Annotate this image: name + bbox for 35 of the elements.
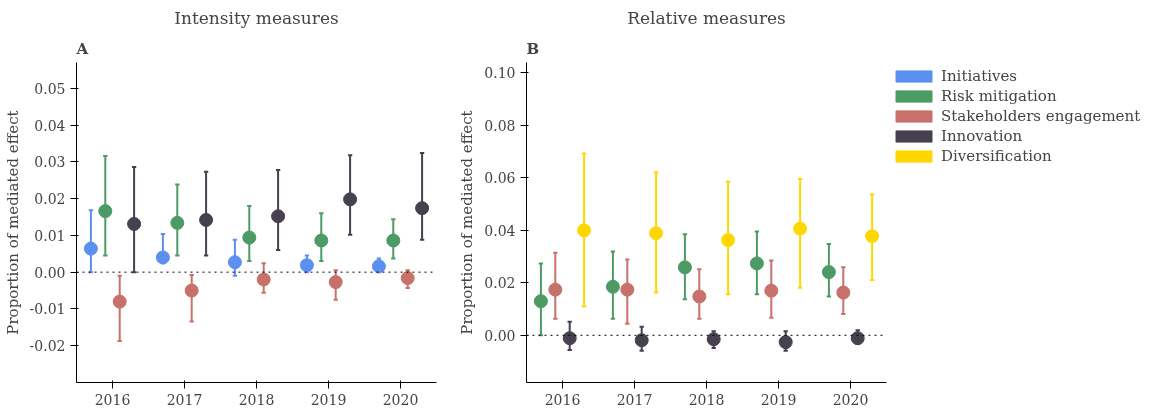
legend-label: Initiatives — [941, 67, 1018, 85]
legend-label: Risk mitigation — [941, 87, 1057, 105]
x-tick-label: 2019 — [310, 391, 347, 408]
x-tick-label: 2020 — [382, 391, 419, 408]
legend-label: Stakeholders engagement — [941, 107, 1141, 125]
x-tick-label: 2017 — [166, 391, 203, 408]
y-tick-label: 0.02 — [484, 275, 516, 292]
x-tick-label: 2019 — [760, 391, 797, 408]
y-tick-label: 0.03 — [34, 154, 66, 171]
y-tick-label: 0.08 — [484, 117, 516, 134]
chart-title: Relative measures — [627, 7, 786, 28]
x-tick-label: 2017 — [616, 391, 653, 408]
y-tick-label: 0.05 — [34, 80, 66, 97]
x-tick-label: 2018 — [688, 391, 725, 408]
y-tick-label: -0.02 — [29, 338, 66, 355]
x-tick-label: 2020 — [832, 391, 869, 408]
y-tick-label: -0.01 — [29, 301, 66, 318]
y-tick-label: 0.02 — [34, 191, 66, 208]
y-tick-label: 0.04 — [34, 117, 66, 134]
y-tick-label: 0.00 — [484, 327, 516, 344]
y-tick-label: 0.00 — [34, 264, 66, 281]
x-tick-label: 2016 — [544, 391, 581, 408]
legend-label: Innovation — [941, 127, 1023, 145]
chart-title: Intensity measures — [174, 7, 339, 28]
x-tick-label: 2018 — [238, 391, 275, 408]
text: B — [526, 39, 540, 58]
y-tick-label: 0.04 — [484, 222, 516, 239]
text: A — [75, 39, 89, 58]
x-tick-label: 2016 — [94, 391, 131, 408]
y-tick-label: 0.01 — [34, 227, 66, 244]
legend-label: Diversification — [941, 147, 1052, 165]
y-axis-title: Proportion of mediated effect — [3, 110, 22, 335]
y-tick-label: 0.10 — [484, 65, 516, 82]
y-axis-title: Proportion of mediated effect — [458, 110, 477, 335]
y-tick-label: 0.06 — [484, 170, 516, 187]
